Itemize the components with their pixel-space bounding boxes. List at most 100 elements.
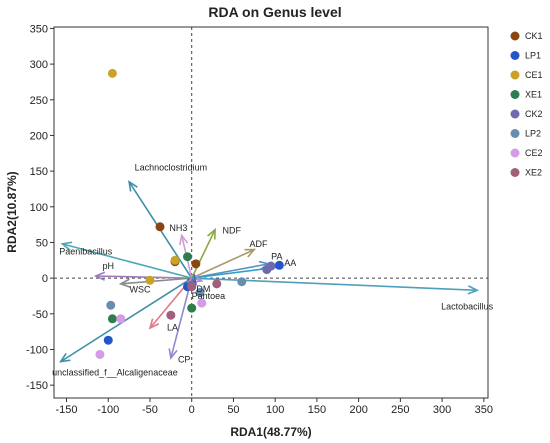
legend-marker-ce1 [510, 70, 520, 80]
sample-points [95, 68, 284, 359]
y-tick-label: 100 [30, 202, 48, 214]
point-xe1 [187, 303, 197, 313]
y-tick-label: 0 [42, 273, 48, 285]
vector-label: Paenibacillus [59, 247, 113, 257]
y-tick-label: 150 [30, 166, 48, 178]
point-lp2 [195, 287, 205, 297]
vector-unclassified-f-alcaligenaceae [59, 277, 193, 363]
point-ce1 [107, 68, 117, 78]
point-ce2 [116, 314, 126, 324]
y-tick-label: -50 [32, 309, 48, 321]
plot-frame [53, 26, 489, 399]
vector-label: LA [167, 322, 178, 332]
vector-ndf [190, 227, 216, 279]
x-axis-ticks: -150 -100 -50 0 50 100 150 200 250 300 350 [56, 398, 493, 416]
vector-arrowhead [148, 318, 160, 330]
legend-label-ck2: CK2 [525, 109, 543, 119]
vector-label: NDF [223, 225, 242, 235]
x-tick-label: -50 [142, 404, 158, 416]
vector-line [95, 275, 192, 279]
x-tick-label: 50 [227, 404, 239, 416]
y-tick-label: 200 [30, 130, 48, 142]
vector-arrowhead [179, 233, 189, 246]
point-lp1 [274, 260, 284, 270]
vector-line [191, 266, 276, 279]
vector-arrowhead [118, 278, 131, 288]
x-tick-label: -150 [56, 404, 78, 416]
point-ce2 [197, 298, 207, 308]
vector-line [60, 277, 193, 363]
point-xe2 [212, 279, 222, 289]
vector-label: WSC [129, 285, 150, 295]
vector-line [190, 229, 216, 279]
vector-label: Pantoea [192, 291, 226, 301]
legend-label-lp2: LP2 [525, 129, 541, 139]
vector-label: DM [196, 284, 210, 294]
vector-arrowhead [60, 241, 73, 251]
vector-label: pH [102, 261, 114, 271]
zero-lines [54, 27, 488, 398]
point-lp2 [237, 277, 247, 287]
point-ck1 [155, 222, 165, 232]
point-lp1 [103, 335, 113, 345]
x-tick-label: 350 [475, 404, 493, 416]
vector-label: Lactobacillus [441, 302, 494, 312]
vector-paenibacillus [60, 241, 192, 279]
legend-marker-xe1 [510, 90, 520, 99]
point-xe1 [183, 252, 193, 262]
legend-marker-ck1 [510, 31, 520, 41]
vector-label: NH3 [169, 223, 187, 233]
vector-wsc [118, 277, 192, 288]
chart-title: RDA on Genus level [208, 4, 341, 20]
point-xe2 [166, 310, 176, 320]
point-ce1 [145, 275, 155, 285]
vector-arrowhead [467, 285, 480, 295]
legend-marker-xe2 [510, 168, 520, 177]
y-tick-label: 300 [30, 59, 48, 71]
vector-label: Lachnoclostridium [135, 163, 208, 173]
vector-line [191, 248, 255, 279]
vector-label: unclassified_f__Alcaligenaceae [52, 367, 178, 377]
vector-ph [93, 271, 192, 281]
point-ck2 [266, 261, 276, 271]
vector-adf [191, 248, 257, 279]
vector-line [170, 277, 193, 359]
point-ck1 [191, 259, 201, 269]
vector-arrowhead [168, 348, 178, 360]
x-tick-label: 150 [308, 404, 326, 416]
vector-arrowhead [244, 248, 257, 258]
vector-label: AA [284, 258, 296, 268]
y-tick-label: -150 [26, 380, 48, 392]
y-tick-label: 50 [36, 237, 48, 249]
vector-label: ADF [249, 239, 268, 249]
y-axis-ticks: -150 -100 -50 0 50 100 150 200 250 300 350 [26, 23, 54, 392]
vector-labels: Lactobacillus Lachnoclostridium unclassifi… [52, 163, 494, 378]
y-tick-label: 350 [30, 23, 48, 35]
vector-arrowhead [93, 271, 106, 281]
point-ce1 [170, 255, 180, 265]
point-ce2 [95, 349, 105, 359]
legend-marker-lp1 [510, 51, 520, 60]
vector-arrowhead [128, 180, 138, 192]
legend-label-ce2: CE2 [525, 148, 543, 158]
point-xe2 [187, 282, 197, 292]
x-tick-label: 0 [189, 404, 195, 416]
vector-label: PA [271, 252, 282, 262]
x-tick-label: -100 [97, 404, 119, 416]
legend-marker-lp2 [510, 129, 520, 138]
legend-marker-ck2 [510, 109, 520, 119]
vector-line [120, 277, 192, 285]
x-tick-label: 100 [266, 404, 284, 416]
legend-label-ce1: CE1 [525, 70, 543, 80]
legend-label-xe1: XE1 [525, 90, 542, 100]
legend-label-lp1: LP1 [525, 51, 541, 61]
legend-label-xe2: XE2 [525, 168, 542, 178]
vector-label: CP [178, 354, 191, 364]
x-axis-title: RDA1(48.77%) [230, 425, 311, 439]
point-lp2 [106, 300, 116, 310]
y-tick-label: 250 [30, 95, 48, 107]
point-xe1 [107, 314, 117, 324]
legend-label-ck1: CK1 [525, 31, 543, 41]
